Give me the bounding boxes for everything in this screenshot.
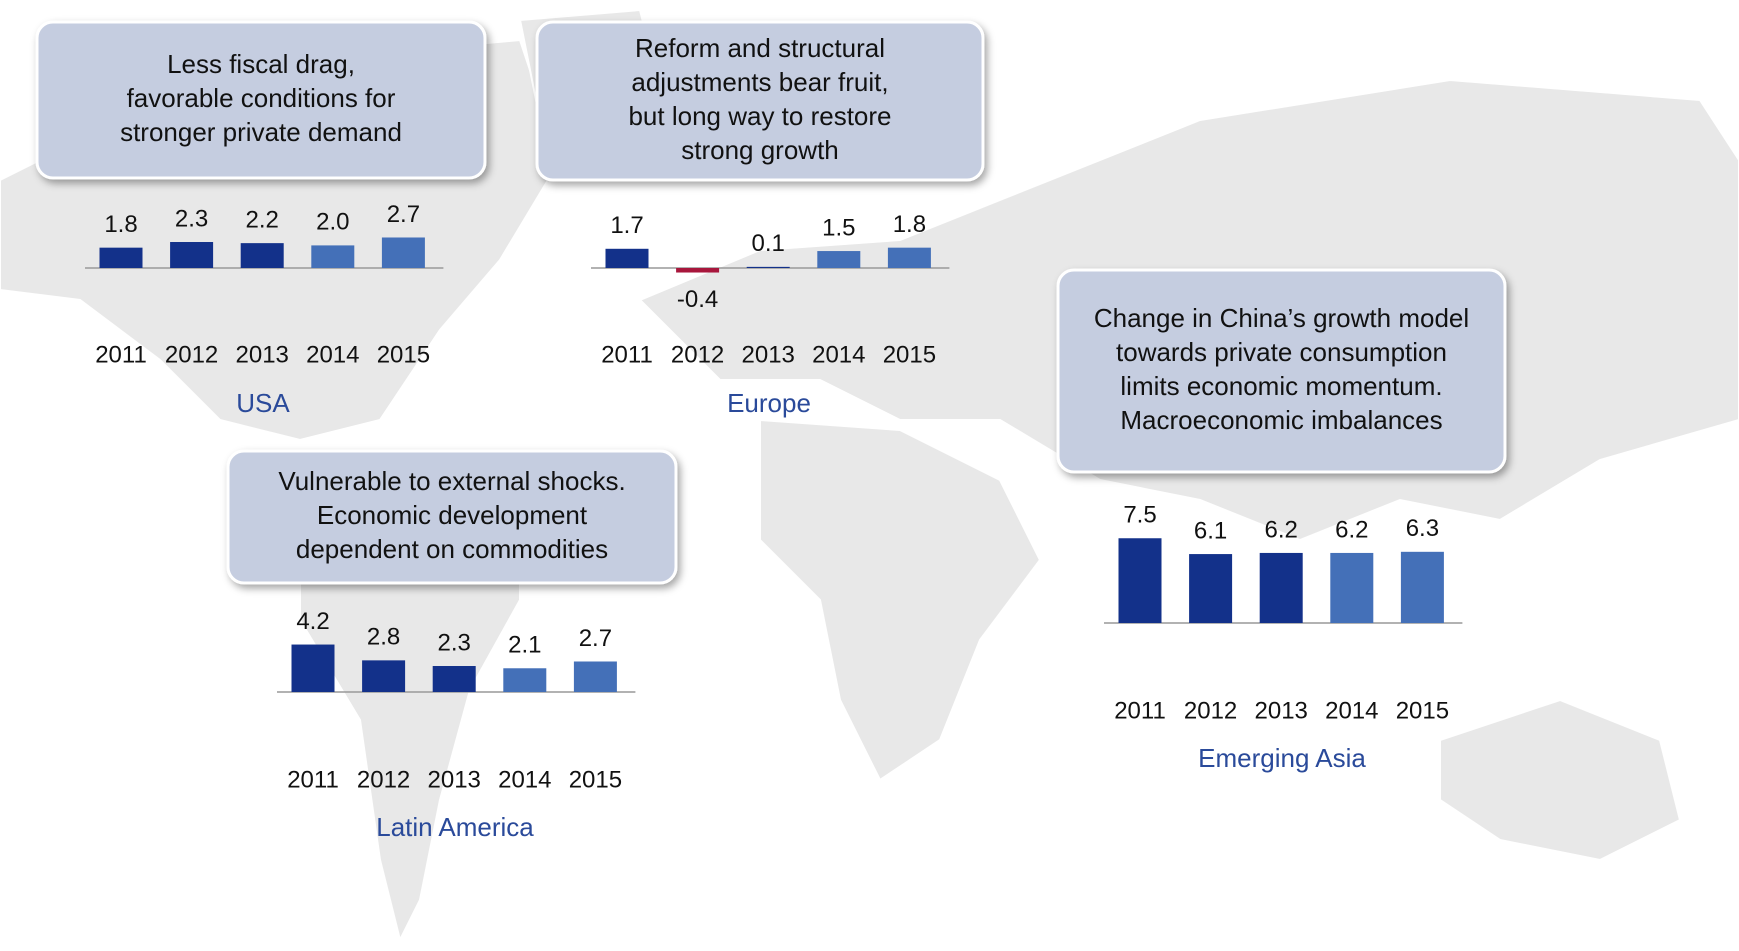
bar (240, 243, 284, 268)
callout-text: adjustments bear fruit, (631, 67, 888, 97)
x-tick-label: 2012 (1184, 697, 1237, 724)
callout-text: Vulnerable to external shocks. (278, 466, 625, 496)
callout-text: Macroeconomic imbalances (1120, 405, 1442, 435)
callout-text: strong growth (681, 135, 839, 165)
callout-box (535, 20, 985, 182)
region-label: Emerging Asia (1198, 743, 1366, 773)
value-label: 1.7 (610, 212, 643, 239)
x-tick-label: 2011 (287, 766, 339, 793)
region-label: Latin America (376, 812, 534, 842)
value-label: 6.3 (1406, 515, 1439, 542)
value-label: 2.8 (367, 624, 400, 651)
value-label: 2.7 (387, 201, 420, 228)
bar (605, 248, 649, 268)
x-tick-label: 2013 (236, 341, 289, 368)
bar (887, 247, 931, 268)
bar (311, 245, 355, 268)
callout-text: favorable conditions for (127, 83, 396, 113)
x-tick-label: 2015 (377, 341, 430, 368)
region-label: USA (236, 388, 290, 418)
callout-box (226, 449, 678, 585)
x-tick-label: 2012 (165, 341, 218, 368)
bar (381, 237, 425, 268)
x-tick-label: 2011 (95, 341, 147, 368)
x-tick-label: 2013 (742, 341, 795, 368)
callout-box (1056, 268, 1507, 474)
x-tick-label: 2014 (1325, 697, 1378, 724)
bar (291, 644, 335, 692)
value-label: 1.8 (104, 211, 137, 238)
value-label: 2.3 (175, 205, 208, 232)
bar (1259, 552, 1303, 623)
value-label: -0.4 (677, 286, 718, 313)
region-label: Europe (727, 388, 811, 418)
value-label: 2.0 (316, 209, 349, 236)
value-label: 4.2 (296, 608, 329, 635)
bar (1330, 552, 1374, 623)
callout-text: Less fiscal drag, (167, 49, 355, 79)
callout-text: stronger private demand (120, 117, 402, 147)
value-label: 2.2 (246, 206, 279, 233)
bar (362, 660, 406, 692)
bar (99, 247, 143, 268)
bar (1189, 554, 1233, 623)
value-label: 2.1 (508, 632, 541, 659)
callout-text: but long way to restore (628, 101, 891, 131)
x-tick-label: 2015 (569, 766, 622, 793)
x-tick-label: 2012 (671, 341, 724, 368)
x-tick-label: 2014 (306, 341, 359, 368)
callout-box (35, 20, 487, 180)
bar (746, 266, 790, 268)
x-tick-label: 2011 (601, 341, 653, 368)
bar (1400, 551, 1444, 623)
callout-text: Economic development (317, 500, 588, 530)
value-label: 1.8 (893, 211, 926, 238)
bar (503, 668, 547, 692)
value-label: 6.1 (1194, 517, 1227, 544)
callout-text: Change in China’s growth model (1094, 303, 1469, 333)
x-tick-label: 2013 (428, 766, 481, 793)
x-tick-label: 2015 (883, 341, 936, 368)
x-tick-label: 2013 (1255, 697, 1308, 724)
x-tick-label: 2014 (812, 341, 865, 368)
value-label: 6.2 (1265, 516, 1298, 543)
value-label: 0.1 (752, 230, 785, 257)
value-label: 1.5 (822, 214, 855, 241)
x-tick-label: 2015 (1396, 697, 1449, 724)
bar (432, 666, 476, 692)
callout-text: limits economic momentum. (1120, 371, 1442, 401)
value-label: 2.3 (438, 629, 471, 656)
bar (1118, 538, 1162, 623)
callout-text: Reform and structural (635, 33, 885, 63)
x-tick-label: 2011 (1114, 697, 1166, 724)
bar (817, 251, 861, 268)
value-label: 6.2 (1335, 516, 1368, 543)
callout-text: towards private consumption (1116, 337, 1447, 367)
bar (573, 661, 617, 692)
bar (170, 242, 214, 268)
value-label: 7.5 (1123, 502, 1156, 529)
x-tick-label: 2014 (498, 766, 551, 793)
bar (676, 268, 720, 273)
callout-text: dependent on commodities (296, 534, 608, 564)
value-label: 2.7 (579, 625, 612, 652)
x-tick-label: 2012 (357, 766, 410, 793)
